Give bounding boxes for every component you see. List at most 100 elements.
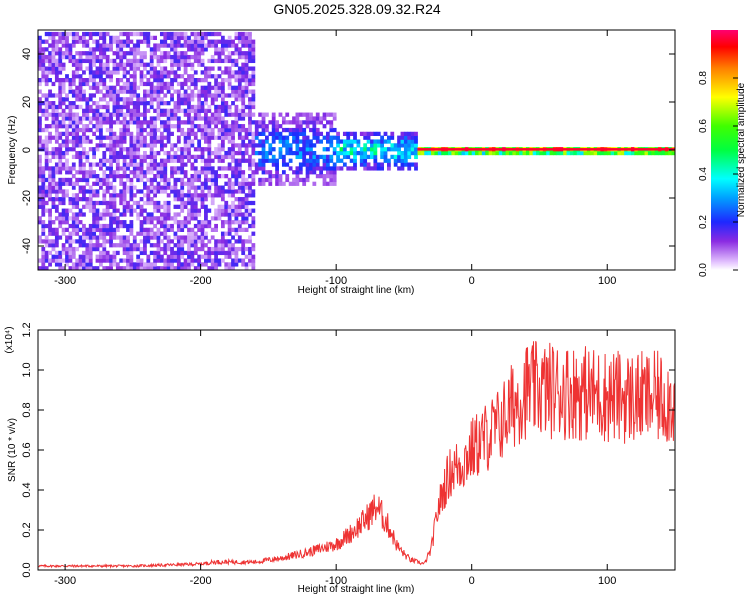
spectrogram-cell — [204, 258, 208, 263]
spectrogram-cell — [187, 200, 191, 206]
spectrogram-cell — [231, 124, 235, 129]
spectrogram-cell — [166, 139, 171, 144]
spectrogram-cell — [248, 162, 252, 167]
spectrogram-cell — [227, 262, 232, 267]
spectrogram-cell — [366, 147, 371, 152]
spectrogram-cell — [146, 143, 151, 148]
spectrogram-cell — [400, 143, 405, 148]
spectrogram-cell — [71, 112, 76, 117]
spectrogram-cell — [58, 35, 63, 40]
spectrogram-cell — [292, 120, 296, 125]
spectrogram-cell — [227, 189, 232, 194]
spectrogram-cell — [75, 266, 80, 270]
spectrogram-cell — [139, 154, 144, 160]
spectrogram-cell — [75, 143, 80, 148]
spectrogram-cell — [204, 174, 208, 179]
spectrogram-cell — [298, 147, 303, 152]
spectrogram-cell — [159, 220, 164, 225]
spectrogram-cell — [397, 166, 401, 171]
spectrogram-cell — [143, 112, 147, 117]
spectrogram-cell — [180, 101, 185, 106]
spectrogram-cell — [288, 127, 293, 133]
spectrogram-cell — [153, 78, 157, 83]
spectrogram-cell — [139, 162, 144, 167]
spectrogram-cell — [41, 246, 46, 252]
spectrogram-cell — [88, 258, 93, 263]
spectrogram-cell — [115, 112, 120, 117]
spectrogram-cell — [71, 154, 76, 160]
spectrogram-cell — [268, 177, 273, 183]
spectrogram-cell — [224, 127, 229, 133]
spectrogram-cell — [105, 112, 110, 117]
spectrogram-cell — [224, 131, 229, 136]
spectrogram-cell — [88, 200, 93, 206]
spectrogram-cell — [115, 170, 120, 175]
spectrogram-cell — [332, 147, 337, 152]
spectrogram-cell — [156, 74, 161, 79]
spectrogram-cell — [231, 51, 235, 56]
spectrogram-cell — [159, 54, 164, 60]
spectrogram-cell — [38, 147, 42, 152]
spectrogram-cell — [214, 150, 218, 156]
spectrogram-cell — [254, 135, 259, 140]
spectrogram-cell — [61, 166, 66, 171]
spectrogram-cell — [159, 170, 164, 175]
spectrogram-cell — [153, 120, 157, 125]
spectrogram-cell — [112, 243, 117, 248]
spectrogram-cell — [82, 239, 86, 244]
spectrogram-cell — [234, 250, 239, 256]
spectrogram-cell — [126, 177, 130, 183]
spectrogram-cell — [190, 181, 195, 186]
spectrogram-cell — [48, 231, 52, 236]
spectrogram-cell — [190, 43, 195, 48]
spectrogram-cell — [231, 246, 235, 252]
spectrogram-cell — [136, 97, 141, 102]
spectrogram-cell — [65, 162, 69, 167]
spectrogram-cell — [88, 231, 93, 236]
spectrogram-cell — [224, 108, 229, 113]
spectrogram-cell — [227, 254, 232, 259]
spectrogram-cell — [231, 143, 235, 148]
spectrogram-cell — [38, 189, 42, 194]
spectrogram-cell — [298, 170, 303, 175]
spectrogram-cell — [41, 166, 46, 171]
spectrogram-cell — [112, 150, 117, 156]
spectrogram-cell — [187, 43, 191, 48]
spectrogram-cell — [44, 250, 49, 256]
spectrogram-cell — [187, 112, 191, 117]
spectrogram-cell — [48, 93, 52, 98]
spectrogram-cell — [38, 135, 42, 140]
spectrogram-cell — [210, 74, 215, 79]
spectrogram-cell — [336, 139, 340, 144]
spectrogram-cell — [658, 150, 662, 156]
spectrogram-cell — [149, 62, 154, 67]
spectrogram-cell — [224, 101, 229, 106]
spectrogram-cell — [173, 112, 178, 117]
spectrogram-cell — [88, 70, 93, 75]
spectrogram-cell — [231, 120, 235, 125]
spectrogram-cell — [136, 200, 141, 206]
spectrogram-cell — [112, 158, 117, 163]
spectrogram-x-axis: -300 -200 -100 0 100 — [54, 30, 616, 287]
spectrogram-cell — [261, 177, 266, 183]
spectrogram-cell — [159, 139, 164, 144]
spectrogram-cell — [98, 112, 103, 117]
spectrogram-cell — [105, 74, 110, 79]
spectrogram-cell — [217, 54, 222, 60]
spectrogram-cell — [397, 154, 401, 160]
spectrogram-cell — [268, 150, 273, 156]
spectrogram-cell — [312, 127, 317, 133]
spectrogram-cell — [597, 150, 601, 156]
spectrogram-cell — [220, 223, 225, 229]
spectrogram-cell — [359, 131, 364, 136]
spectrogram-cell — [373, 166, 378, 171]
spectrogram-cell — [207, 162, 212, 167]
spectrogram-cell — [41, 127, 46, 133]
spectrogram-cell — [237, 89, 242, 94]
spectrogram-cell — [217, 85, 222, 90]
spectrogram-cell — [61, 189, 66, 194]
spectrogram-cell — [166, 254, 171, 259]
spectrogram-cell — [153, 208, 157, 213]
spectrogram-cell — [220, 239, 225, 244]
spectrogram-cell — [200, 223, 205, 229]
